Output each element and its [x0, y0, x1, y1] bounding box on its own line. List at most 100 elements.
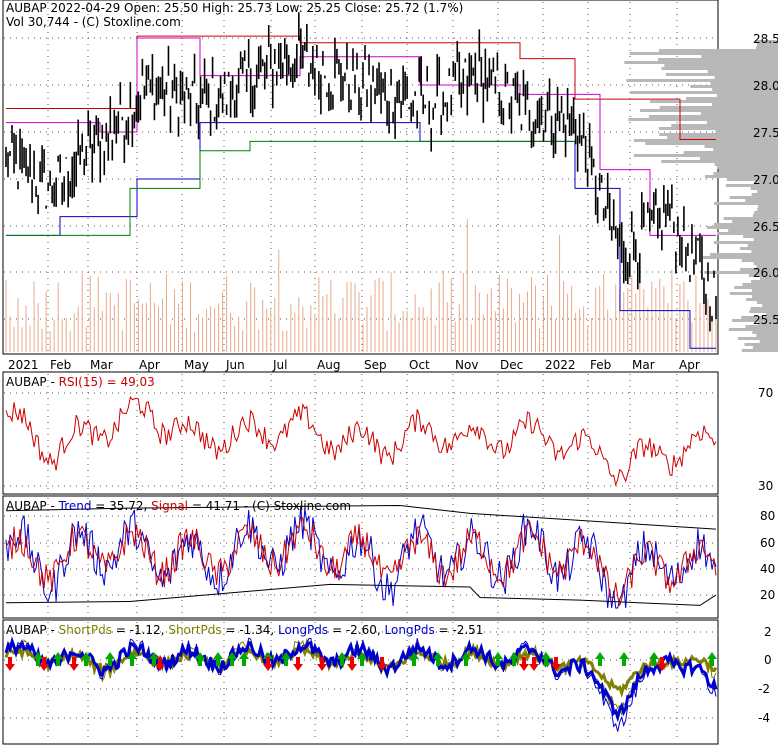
volume-profile-bar	[755, 40, 778, 43]
volume-profile-bar	[640, 109, 778, 112]
magenta-band	[6, 37, 716, 236]
volume-profile-bar	[700, 112, 778, 115]
volume-profile-bar	[713, 241, 778, 244]
volume-profile-bar	[671, 124, 778, 127]
volume-profile-bar	[757, 208, 778, 211]
x-tick-label: 2021	[8, 358, 39, 372]
trend-tick-label: 40	[760, 562, 775, 576]
down-arrow	[551, 657, 561, 671]
price-panel	[2, 0, 719, 355]
rsi-tick-label: 30	[758, 479, 773, 493]
volume-profile-bar	[751, 193, 778, 196]
down-arrow	[69, 657, 79, 671]
volume-profile-bar	[690, 85, 778, 88]
volume-profile-bar	[741, 349, 778, 352]
pds-label-item: ShortPds	[59, 623, 112, 637]
price-y-ticks: 28.5 28.0 27.5 27.0 26.5 26.0 25.5	[753, 32, 778, 327]
trend-label-signal: Signal	[151, 499, 188, 513]
long-pds-dotted-line	[4, 638, 718, 723]
trend-series	[5, 504, 717, 609]
volume-profile-bar	[759, 340, 778, 343]
price-series	[5, 12, 717, 332]
volume-profile-bar	[734, 286, 778, 289]
volume-profile-bar	[715, 130, 778, 133]
up-arrow	[281, 652, 291, 666]
x-tick-label: Jun	[225, 358, 245, 372]
trend-label-prefix: AUBAP -	[6, 499, 59, 513]
volume-profile-bar	[747, 244, 778, 247]
volume-profile-bar	[749, 310, 778, 313]
volume-profile-bar	[707, 70, 778, 73]
pds-series	[4, 636, 718, 732]
volume-profile-bar	[626, 79, 778, 82]
x-tick-label: Oct	[409, 358, 430, 372]
pds-tick-label: -2	[758, 682, 770, 696]
volume-profile-bar	[718, 169, 778, 172]
down-arrow	[155, 657, 165, 671]
up-arrow	[461, 652, 471, 666]
x-tick-label: Mar	[632, 358, 655, 372]
volume-profile-bar	[728, 229, 778, 232]
volume-profile-bar	[624, 61, 778, 64]
blue-band	[6, 122, 716, 349]
volume-profile-bar	[760, 277, 778, 280]
green-band	[6, 140, 575, 236]
up-arrow	[239, 652, 249, 666]
x-tick-label: Feb	[590, 358, 611, 372]
volume-profile-bar	[704, 175, 778, 178]
volume-profile-bar	[704, 271, 778, 274]
volume-profile-bar	[658, 58, 778, 61]
up-arrow	[493, 652, 503, 666]
volume-profile-bar	[762, 304, 778, 307]
volume-profile-bar	[714, 202, 778, 205]
trend-panel	[2, 495, 719, 619]
volume-profile-bar	[661, 160, 778, 163]
volume-profile-bar	[712, 88, 778, 91]
volume-profile-bar	[665, 73, 778, 76]
volume-profile-bar	[732, 220, 778, 223]
volume-profile-bar	[658, 49, 778, 52]
volume-profile-bar	[706, 121, 778, 124]
pds-tick-label: 0	[764, 653, 772, 667]
volume-profile-bar	[714, 76, 778, 79]
up-arrow	[433, 652, 443, 666]
rsi-tick-label: 70	[758, 386, 773, 400]
trend-tick-label: 20	[760, 588, 775, 602]
volume-profile-bar	[751, 280, 778, 283]
x-tick-label: Nov	[455, 358, 478, 372]
up-arrow	[227, 652, 237, 666]
up-arrow	[149, 652, 159, 666]
volume-profile-bar	[739, 247, 778, 250]
x-tick-label: Dec	[500, 358, 523, 372]
volume-profile-bar	[745, 199, 778, 202]
volume-profile-bar	[750, 307, 778, 310]
volume-profile-bar	[717, 166, 778, 169]
x-tick-label: May	[184, 358, 209, 372]
pds-label-item: = -2.51	[435, 623, 484, 637]
volume-profile-bar	[766, 313, 778, 316]
up-arrow	[619, 652, 629, 666]
rsi-series	[5, 395, 717, 487]
price-title: AUBAP 2022-04-29 Open: 25.50 High: 25.73…	[6, 1, 463, 15]
x-tick-label: Jul	[272, 358, 287, 372]
volume-profile-bar	[744, 343, 778, 346]
price-tick-label: 26.5	[753, 220, 778, 234]
rsi-line	[5, 395, 717, 487]
volume-profile-bar	[749, 274, 778, 277]
volume-profile-bar	[667, 136, 778, 139]
up-arrow	[213, 652, 223, 666]
up-arrow	[409, 652, 419, 666]
volume-profile-bar	[714, 163, 778, 166]
volume-profile-bar	[726, 178, 778, 181]
volume-profile-bar	[750, 187, 778, 190]
up-arrow	[81, 652, 91, 666]
trend-label-signal-value: = 41.71	[188, 499, 240, 513]
trend-label: AUBAP - Trend = 35.72, Signal = 41.71 - …	[6, 499, 351, 513]
signal-arrows	[5, 652, 717, 671]
volume-profile-bar	[633, 139, 778, 142]
pds-label-item: = -1.34,	[222, 623, 278, 637]
up-arrow	[127, 652, 137, 666]
volume-profile-bar	[704, 145, 778, 148]
volume-profile-bar	[757, 205, 778, 208]
up-arrow	[649, 652, 659, 666]
